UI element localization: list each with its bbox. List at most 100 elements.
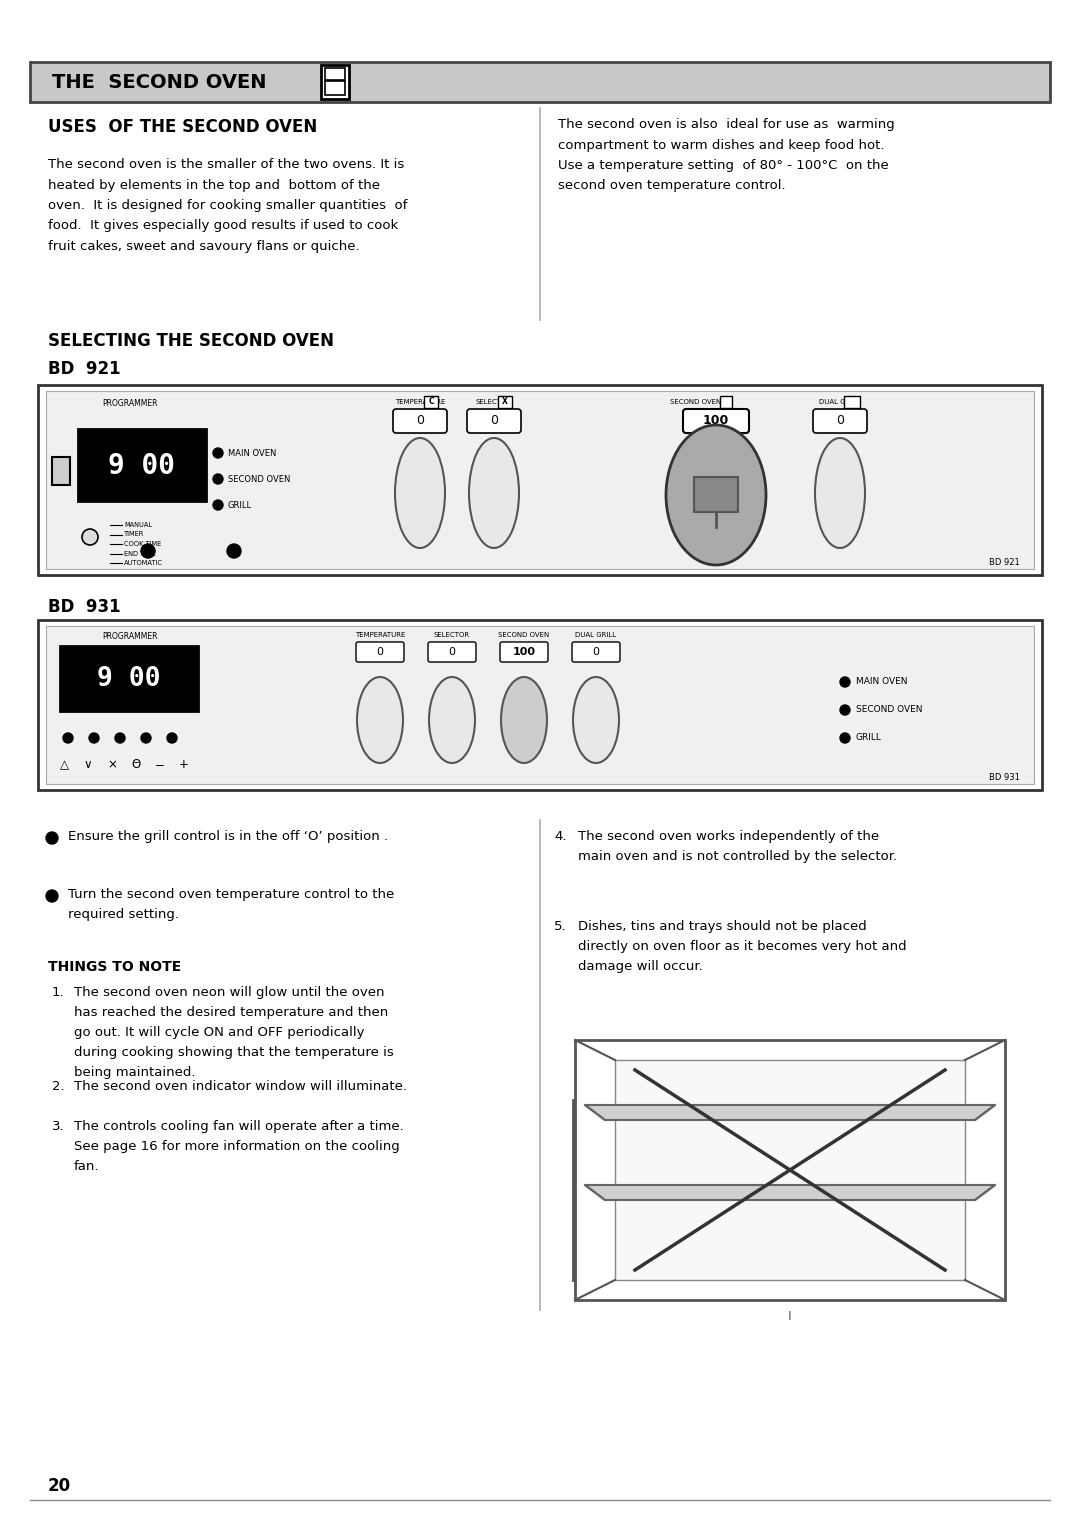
Ellipse shape (469, 439, 519, 549)
Text: SECOND OVEN: SECOND OVEN (671, 399, 721, 405)
Text: GRILL: GRILL (228, 501, 252, 509)
Text: C: C (428, 397, 434, 406)
Text: 1.: 1. (52, 986, 65, 999)
Text: USES  OF THE SECOND OVEN: USES OF THE SECOND OVEN (48, 118, 318, 136)
Text: PROGRAMMER: PROGRAMMER (103, 633, 158, 642)
Bar (321, 66, 349, 99)
Text: SECOND OVEN: SECOND OVEN (498, 633, 550, 639)
Text: The second oven is also  ideal for use as  warming
compartment to warm dishes an: The second oven is also ideal for use as… (558, 118, 894, 193)
Text: 100: 100 (703, 414, 729, 428)
Circle shape (840, 677, 850, 688)
FancyBboxPatch shape (356, 642, 404, 662)
Bar (498, 396, 512, 408)
Text: 0: 0 (416, 414, 424, 428)
Text: ∨: ∨ (83, 758, 92, 772)
Text: 0: 0 (448, 646, 456, 657)
Circle shape (840, 733, 850, 743)
Text: The second oven is the smaller of the two ovens. It is
heated by elements in the: The second oven is the smaller of the tw… (48, 157, 407, 254)
Text: THE  SECOND OVEN: THE SECOND OVEN (52, 72, 267, 92)
Text: 3.: 3. (52, 1120, 65, 1132)
Bar (30, 63, 1050, 102)
Circle shape (227, 544, 241, 558)
Circle shape (89, 733, 99, 743)
Text: The second oven indicator window will illuminate.: The second oven indicator window will il… (75, 1080, 407, 1093)
Text: 0: 0 (593, 646, 599, 657)
Circle shape (213, 474, 222, 484)
Text: The controls cooling fan will operate after a time.
See page 16 for more informa: The controls cooling fan will operate af… (75, 1120, 404, 1174)
Text: BD 931: BD 931 (989, 773, 1020, 782)
Ellipse shape (429, 677, 475, 762)
Text: 9 00: 9 00 (108, 452, 175, 480)
Text: ×: × (107, 758, 117, 772)
Text: SELECTING THE SECOND OVEN: SELECTING THE SECOND OVEN (48, 332, 334, 350)
Ellipse shape (815, 439, 865, 549)
Bar (38, 620, 1042, 790)
Circle shape (114, 733, 125, 743)
Text: TEMPERATURE: TEMPERATURE (355, 633, 405, 639)
FancyBboxPatch shape (500, 642, 548, 662)
Text: The second oven works independently of the
main oven and is not controlled by th: The second oven works independently of t… (578, 830, 897, 863)
Circle shape (213, 500, 222, 510)
Ellipse shape (501, 677, 546, 762)
Circle shape (167, 733, 177, 743)
Polygon shape (585, 1105, 995, 1120)
Bar (615, 1060, 966, 1280)
Text: −: − (156, 758, 165, 772)
Text: 2.: 2. (52, 1080, 65, 1093)
Text: Turn the second oven temperature control to the
required setting.: Turn the second oven temperature control… (68, 888, 394, 921)
Bar (60, 646, 198, 711)
Text: 9 00: 9 00 (97, 666, 161, 692)
FancyBboxPatch shape (467, 410, 521, 432)
Ellipse shape (666, 425, 766, 565)
Text: MAIN OVEN: MAIN OVEN (228, 449, 276, 457)
Text: BD  921: BD 921 (48, 361, 121, 377)
Bar (424, 396, 438, 408)
Text: GRILL: GRILL (856, 733, 882, 743)
Text: Dishes, tins and trays should not be placed
directly on oven floor as it becomes: Dishes, tins and trays should not be pla… (578, 920, 906, 973)
Bar (720, 396, 732, 408)
Text: THINGS TO NOTE: THINGS TO NOTE (48, 960, 181, 973)
Text: 4.: 4. (554, 830, 567, 843)
Text: 0: 0 (836, 414, 843, 428)
Circle shape (141, 544, 156, 558)
Text: △: △ (59, 758, 68, 772)
Circle shape (46, 889, 58, 902)
Text: SELECTOR: SELECTOR (434, 633, 470, 639)
Bar (325, 69, 345, 79)
Circle shape (46, 833, 58, 843)
Bar (46, 626, 1034, 784)
Circle shape (141, 733, 151, 743)
Polygon shape (585, 1186, 995, 1199)
Text: COOK TIME: COOK TIME (124, 541, 161, 547)
FancyBboxPatch shape (428, 642, 476, 662)
Ellipse shape (573, 677, 619, 762)
Text: DUAL GRILL: DUAL GRILL (820, 399, 861, 405)
Text: I: I (788, 1309, 792, 1323)
Text: BD  931: BD 931 (48, 597, 121, 616)
Bar (78, 429, 206, 501)
Text: Ensure the grill control is in the off ‘O’ position .: Ensure the grill control is in the off ‘… (68, 830, 388, 843)
Bar (52, 457, 70, 484)
Text: 0: 0 (490, 414, 498, 428)
Text: AUTOMATIC: AUTOMATIC (124, 559, 163, 565)
FancyBboxPatch shape (572, 642, 620, 662)
Text: MAIN OVEN: MAIN OVEN (856, 677, 907, 686)
Ellipse shape (357, 677, 403, 762)
Text: MANUAL: MANUAL (124, 523, 152, 529)
Text: 20: 20 (48, 1478, 71, 1494)
Bar (843, 396, 860, 408)
Circle shape (840, 704, 850, 715)
Text: END TIME: END TIME (124, 550, 156, 556)
Bar (575, 1041, 1005, 1300)
Bar (325, 81, 345, 95)
Text: 5.: 5. (554, 920, 567, 934)
Bar (46, 391, 1034, 568)
FancyBboxPatch shape (393, 410, 447, 432)
Circle shape (213, 448, 222, 458)
Text: 100: 100 (513, 646, 536, 657)
Text: 0: 0 (377, 646, 383, 657)
FancyBboxPatch shape (683, 410, 750, 432)
Text: DUAL GRILL: DUAL GRILL (576, 633, 617, 639)
FancyBboxPatch shape (813, 410, 867, 432)
Text: +: + (179, 758, 189, 772)
